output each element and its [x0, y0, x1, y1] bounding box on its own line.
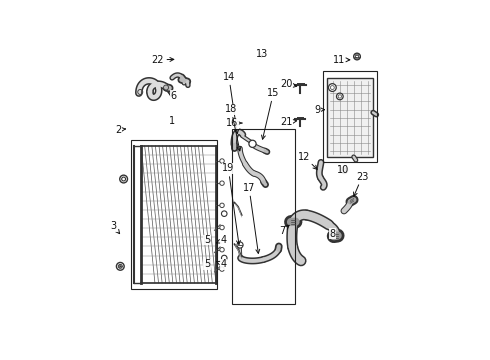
Text: 7: 7 — [279, 225, 289, 236]
Text: 9: 9 — [315, 105, 324, 115]
Text: 11: 11 — [333, 55, 350, 65]
Text: 4: 4 — [217, 260, 226, 269]
Circle shape — [119, 264, 122, 268]
Text: 1: 1 — [169, 116, 174, 126]
Text: 21: 21 — [280, 117, 296, 127]
Text: 18: 18 — [225, 104, 241, 151]
Text: 13: 13 — [255, 49, 268, 59]
Bar — [327, 78, 373, 157]
Text: 5: 5 — [204, 235, 210, 245]
Circle shape — [220, 203, 224, 208]
Text: 19: 19 — [222, 163, 240, 244]
Circle shape — [338, 95, 342, 98]
Text: 6: 6 — [168, 91, 177, 101]
Circle shape — [120, 175, 127, 183]
Text: 4: 4 — [217, 235, 226, 245]
Text: 14: 14 — [223, 72, 239, 134]
Circle shape — [122, 177, 125, 181]
Circle shape — [220, 181, 224, 185]
Circle shape — [237, 242, 243, 248]
Bar — [323, 71, 377, 162]
Circle shape — [220, 159, 224, 163]
Text: 2: 2 — [116, 125, 125, 135]
Text: 10: 10 — [337, 165, 349, 175]
Circle shape — [220, 225, 224, 230]
Text: 16: 16 — [226, 118, 242, 128]
Bar — [232, 129, 295, 304]
Circle shape — [220, 247, 224, 252]
Text: 17: 17 — [243, 183, 260, 253]
Circle shape — [220, 267, 224, 271]
Text: 8: 8 — [329, 229, 336, 239]
Circle shape — [337, 93, 343, 100]
Circle shape — [341, 167, 347, 174]
Circle shape — [221, 211, 227, 216]
Text: 20: 20 — [280, 79, 297, 89]
Circle shape — [354, 53, 360, 60]
Circle shape — [117, 262, 124, 270]
Text: 23: 23 — [354, 172, 368, 196]
Text: 12: 12 — [298, 152, 317, 169]
Text: 3: 3 — [111, 221, 120, 234]
Text: 5: 5 — [204, 260, 210, 269]
Text: 15: 15 — [262, 88, 280, 139]
Bar — [131, 140, 217, 288]
Circle shape — [330, 86, 334, 90]
Circle shape — [249, 140, 256, 148]
Circle shape — [343, 168, 346, 172]
Circle shape — [221, 255, 227, 261]
Circle shape — [328, 84, 336, 91]
Text: 22: 22 — [151, 55, 174, 65]
Circle shape — [355, 55, 359, 58]
